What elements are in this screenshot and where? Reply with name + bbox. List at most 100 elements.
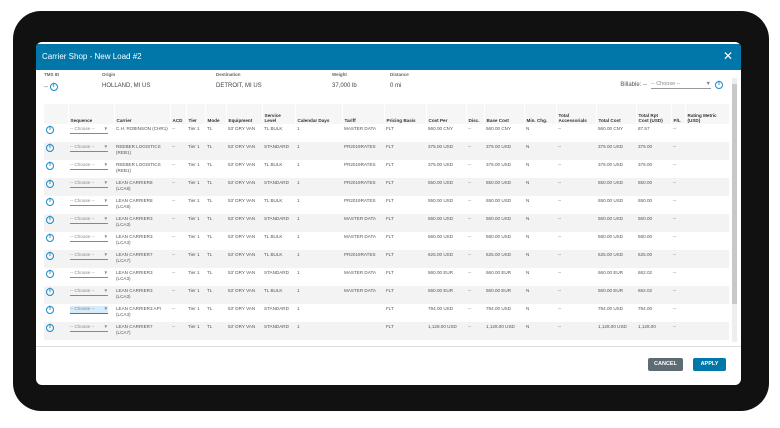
table-cell: TL	[207, 126, 213, 131]
table-cell: --	[556, 286, 596, 304]
scrollbar[interactable]	[732, 78, 737, 342]
table-cell: 53' DRY VAN	[226, 178, 262, 196]
table-cell: --	[558, 126, 562, 131]
info-icon[interactable]: i	[46, 324, 54, 332]
sequence-select[interactable]: -- Choose -- ▼	[70, 324, 108, 332]
table-cell: --	[466, 322, 484, 340]
info-icon[interactable]: i	[46, 198, 54, 206]
modal-header: Carrier Shop - New Load #2 ✕	[36, 44, 741, 70]
table-cell: TL BULK	[264, 198, 283, 203]
sequence-select[interactable]: -- Choose -- ▼	[70, 180, 108, 188]
info-icon[interactable]: i	[46, 270, 54, 278]
column-header: Disc.	[466, 104, 485, 124]
info-icon[interactable]: i	[46, 180, 54, 188]
table-cell: --	[466, 286, 484, 304]
sequence-select[interactable]: -- Choose -- ▼	[70, 306, 108, 314]
modal-footer: CANCEL APPLY	[36, 346, 741, 385]
info-icon[interactable]: i	[46, 126, 54, 134]
info-icon[interactable]: i	[715, 81, 723, 89]
table-cell: N	[524, 142, 556, 160]
sequence-select[interactable]: -- Choose -- ▼	[70, 126, 108, 134]
table-cell: FLT	[386, 270, 394, 275]
table-cell: TL	[205, 178, 226, 196]
table-cell: LEAN CARRIER3 (LCA3)	[114, 286, 170, 304]
info-icon[interactable]: i	[46, 162, 54, 170]
apply-button[interactable]: APPLY	[693, 358, 726, 371]
sequence-select[interactable]: -- Choose -- ▼	[70, 144, 108, 152]
info-icon[interactable]: i	[46, 288, 54, 296]
chevron-down-icon: ▼	[103, 324, 108, 329]
distance: Distance 0 mi	[390, 72, 409, 89]
billable-select[interactable]: -- Choose -- ▼	[651, 81, 711, 89]
table-cell: TL	[205, 286, 226, 304]
table-cell: LEAN CARRIER3 (LCA3)	[116, 270, 153, 281]
chevron-down-icon: ▼	[103, 216, 108, 221]
sequence-select[interactable]: -- Choose -- ▼	[70, 252, 108, 260]
chevron-down-icon: ▼	[103, 252, 108, 257]
table-cell: 794.00 USD	[486, 306, 512, 311]
table-cell: 1	[295, 214, 342, 232]
table-cell	[342, 304, 384, 322]
table-cell: TL	[207, 198, 213, 203]
info-icon[interactable]: i	[46, 216, 54, 224]
column-header: Carrier	[114, 104, 171, 124]
chevron-down-icon: ▼	[103, 144, 108, 149]
table-cell: 53' DRY VAN	[228, 126, 256, 131]
chevron-down-icon: ▼	[103, 198, 108, 203]
table-cell: --	[556, 214, 596, 232]
table-cell: 1	[297, 306, 300, 311]
info-icon[interactable]: i	[46, 144, 54, 152]
info-icon[interactable]: i	[46, 252, 54, 260]
table-cell: N	[526, 198, 530, 203]
table-cell: PR2019RATES	[342, 178, 384, 196]
sequence-select[interactable]: -- Choose -- ▼	[70, 234, 108, 242]
table-cell: --	[558, 306, 562, 311]
info-icon[interactable]: i	[49, 83, 58, 91]
close-icon[interactable]: ✕	[722, 49, 733, 63]
table-cell: Tier 1	[186, 178, 205, 196]
table-cell: 560.00 EUR	[486, 270, 512, 275]
table-cell: 682.02	[638, 270, 653, 275]
table-cell: 1,128.00	[636, 322, 671, 340]
sequence-select[interactable]: -- Choose -- ▼	[70, 162, 108, 170]
table-cell: --	[556, 178, 596, 196]
table-cell: 1	[297, 270, 300, 275]
table-cell	[685, 304, 729, 322]
table-row: i -- Choose -- ▼ LEAN CARRIER3 API (LCA3) --…	[44, 304, 729, 322]
table-cell: --	[673, 234, 677, 239]
table-cell: 625.00 USD	[426, 250, 466, 268]
chevron-down-icon: ▼	[705, 81, 711, 87]
table-cell: --	[468, 126, 472, 131]
table-cell: REEBER LOGISTICS (REB1)	[114, 142, 170, 160]
table-cell: Tier 1	[186, 214, 205, 232]
table-cell: 625.00	[636, 250, 671, 268]
table-row: i -- Choose -- ▼ REEBER LOGISTICS (REB1) -- T…	[44, 142, 729, 160]
table-cell: N	[524, 322, 556, 340]
table-cell: 550.00 USD	[486, 198, 512, 203]
table-row: i -- Choose -- ▼ LEAN CARRIER3 (LCA3) -- Tier…	[44, 232, 729, 250]
column-header: Cost Per	[426, 104, 467, 124]
table-cell: --	[671, 250, 685, 268]
table-cell: Tier 1	[188, 162, 200, 167]
table-cell: Tier 1	[188, 270, 200, 275]
table-cell: PR2019RATES	[342, 142, 384, 160]
table-cell: 1	[297, 198, 300, 203]
table-cell: Tier 1	[188, 306, 200, 311]
table-cell: --	[172, 306, 176, 311]
table-cell: Tier 1	[186, 250, 205, 268]
table-cell: --	[172, 198, 176, 203]
table-cell: 560.00 USD	[428, 234, 454, 239]
info-icon[interactable]: i	[46, 306, 54, 314]
table-cell: 560.00 USD	[598, 234, 624, 239]
sequence-select[interactable]: -- Choose -- ▼	[70, 270, 108, 278]
scrollbar-thumb[interactable]	[732, 84, 737, 304]
info-icon[interactable]: i	[46, 234, 54, 242]
sequence-select[interactable]: -- Choose -- ▼	[70, 216, 108, 224]
sequence-select[interactable]: -- Choose -- ▼	[70, 198, 108, 206]
sequence-select[interactable]: -- Choose -- ▼	[70, 288, 108, 296]
table-cell: --	[466, 214, 484, 232]
table-cell: LEAN CARRIER8 (LCA8)	[114, 178, 170, 196]
table-cell: N	[526, 306, 530, 311]
cancel-button[interactable]: CANCEL	[648, 358, 683, 371]
chevron-down-icon: ▼	[103, 288, 108, 293]
